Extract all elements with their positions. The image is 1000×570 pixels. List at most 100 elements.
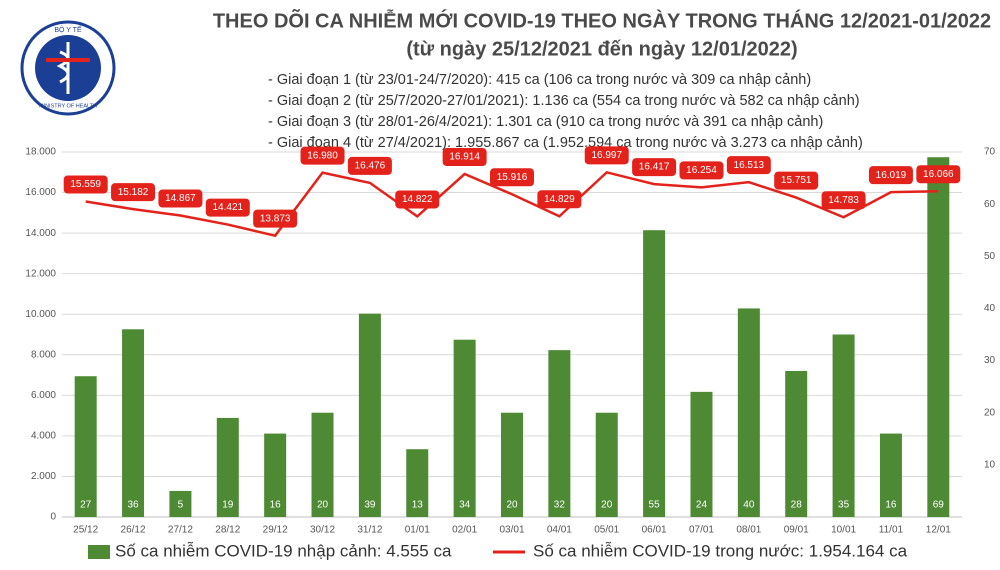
value-label: 16.066 [923,169,954,180]
y2-tick-label: 30 [984,355,996,366]
y2-tick-label: 70 [984,147,996,158]
value-label-box [774,171,819,190]
bar [264,433,287,517]
bar-label: 16 [270,500,282,511]
bar-label: 36 [127,500,139,511]
logo: BỘ Y TẾ MINISTRY OF HEALTH [20,20,116,116]
value-label-box [490,168,534,187]
bar [216,417,239,517]
value-label: 15.559 [70,179,101,190]
line [85,170,939,238]
value-label: 16.476 [355,161,386,172]
legend-swatch [88,545,110,559]
annotation: - Giai đoạn 4 (từ 27/4/2021): 1.955.867 … [268,135,863,151]
y-tick-label: 12.000 [25,268,56,279]
x-tick-label: 01/01 [405,525,430,536]
value-label: 14.829 [544,194,575,205]
bar-label: 55 [649,500,661,511]
value-label-box [395,190,440,209]
bar [406,449,429,517]
value-label-box [584,146,629,165]
bar [74,376,97,517]
bar [785,371,808,517]
value-label-box [442,148,487,167]
value-label-box [679,161,724,180]
value-label: 13.873 [260,213,291,224]
bar [122,329,145,517]
y2-tick-label: 50 [984,251,996,262]
bar-label: 27 [80,500,92,511]
value-label-box [253,209,298,228]
x-tick-label: 06/01 [642,525,667,536]
y2-tick-label: 10 [984,459,996,470]
annotation: - Giai đoạn 1 (từ 23/01-24/7/2020): 415 … [268,72,811,88]
bar-label: 35 [838,500,850,511]
legend-label: Số ca nhiễm COVID-19 trong nước: 1.954.1… [533,541,908,560]
y-tick-label: 4.000 [31,431,56,442]
value-label: 16.019 [876,170,907,181]
bar [453,339,476,517]
x-tick-label: 10/01 [831,525,856,536]
bar [501,412,523,517]
y2-tick-label: 40 [984,303,996,314]
bar-label: 39 [364,500,376,511]
bar [358,313,381,517]
value-label-box [916,165,961,184]
value-label: 16.513 [734,160,765,171]
value-label-box [632,158,677,177]
value-label: 14.783 [828,195,859,206]
x-tick-label: 12/01 [926,525,951,536]
y-tick-label: 18.000 [25,147,56,158]
value-label: 16.980 [307,150,338,161]
bar [643,230,666,517]
bar-label: 32 [554,500,566,511]
bar [690,391,713,517]
bar-label: 19 [222,500,234,511]
value-label-box [158,189,203,208]
value-label-box [821,191,866,210]
y-tick-label: 0 [50,512,56,523]
chart-subtitle: (từ ngày 25/12/2021 đến ngày 12/01/2022) [406,38,797,60]
x-tick-label: 09/01 [784,525,809,536]
value-label-box [205,198,250,217]
bar-label: 5 [178,500,184,511]
value-label: 15.182 [118,187,149,198]
bar [832,334,855,517]
x-tick-label: 11/01 [879,525,904,536]
bar [548,350,571,517]
x-tick-label: 29/12 [263,525,288,536]
value-label: 14.867 [165,193,196,204]
value-label: 15.916 [497,172,528,183]
value-label-box [347,156,392,175]
bar [879,433,902,517]
bar-label: 28 [791,500,803,511]
value-label-box [300,146,345,165]
y-tick-label: 6.000 [31,390,56,401]
x-tick-label: 08/01 [736,525,761,536]
logo-bottom: MINISTRY OF HEALTH [39,103,97,109]
bar [595,412,618,517]
x-tick-label: 03/01 [499,525,524,536]
value-label: 16.914 [449,152,480,163]
value-label: 15.751 [781,175,812,186]
x-tick-label: 30/12 [310,525,335,536]
annotation: - Giai đoạn 2 (từ 25/7/2020-27/01/2021):… [268,93,860,109]
y-tick-label: 2.000 [31,471,56,482]
value-label-box [537,190,582,209]
y2-tick-label: 60 [984,199,996,210]
value-label-box [111,183,156,202]
value-label-box [726,156,771,175]
x-tick-label: 31/12 [357,525,382,536]
x-tick-label: 07/01 [689,525,714,536]
bar-label: 20 [601,500,613,511]
x-tick-label: 02/01 [452,525,477,536]
y-tick-label: 8.000 [31,349,56,360]
x-tick-label: 05/01 [594,525,619,536]
value-label: 14.822 [402,194,433,205]
bar-label: 16 [885,500,897,511]
value-label: 14.421 [212,202,243,213]
x-tick-label: 28/12 [215,525,240,536]
logo-top: BỘ Y TẾ [54,24,82,34]
value-label: 16.254 [686,165,717,176]
